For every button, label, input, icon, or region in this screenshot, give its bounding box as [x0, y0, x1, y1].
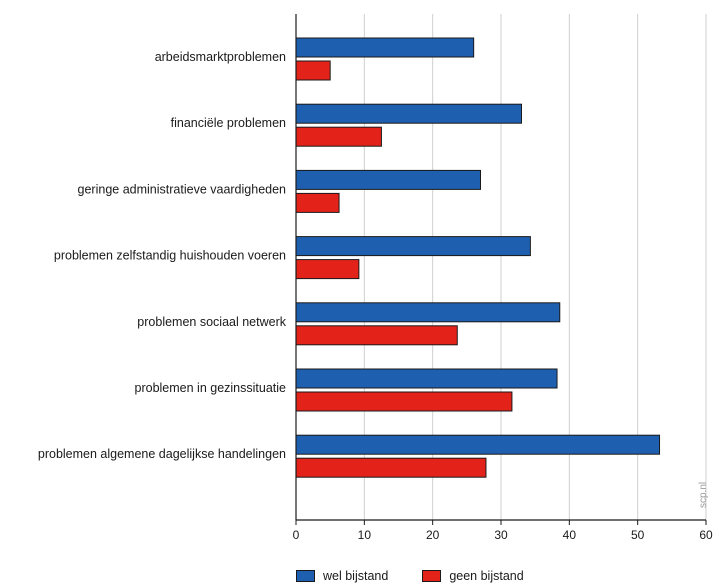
category-label: problemen in gezinssituatie — [135, 381, 287, 395]
bar-geen-bijstand — [295, 192, 340, 213]
bar-wel-bijstand — [295, 368, 558, 389]
category-label: problemen algemene dagelijkse handelinge… — [38, 447, 286, 461]
x-tick-label: 60 — [699, 528, 713, 542]
bar-wel-bijstand — [295, 236, 531, 257]
chart: arbeidsmarktproblemen financiële probleme… — [38, 14, 713, 542]
x-tick-label: 0 — [293, 528, 300, 542]
x-tick-label: 10 — [358, 528, 372, 542]
category-label: problemen zelfstandig huishouden voeren — [54, 249, 286, 263]
bar-wel-bijstand — [295, 302, 561, 323]
legend: wel bijstand geen bijstand — [296, 568, 558, 584]
bar-geen-bijstand — [295, 391, 513, 412]
legend-label: wel bijstand — [323, 569, 389, 583]
watermark: scp.nl — [698, 482, 709, 508]
legend-label: geen bijstand — [449, 569, 524, 583]
bar-geen-bijstand — [295, 259, 360, 280]
legend-item-series-1: wel bijstand — [296, 569, 388, 583]
legend-item-series-2: geen bijstand — [422, 569, 524, 583]
bar-wel-bijstand — [295, 37, 475, 58]
axes — [295, 14, 707, 525]
legend-swatch — [422, 570, 442, 582]
category-label: problemen sociaal netwerk — [137, 315, 286, 329]
bar-geen-bijstand — [295, 126, 382, 147]
grid-lines — [295, 14, 707, 520]
bar-wel-bijstand — [295, 103, 522, 124]
category-label: arbeidsmarktproblemen — [155, 50, 286, 64]
x-tick-label: 50 — [631, 528, 645, 542]
bar-geen-bijstand — [295, 325, 458, 346]
x-tick-label: 40 — [563, 528, 577, 542]
bar-wel-bijstand — [295, 434, 661, 455]
tick-labels: 0 10 20 30 40 50 60 — [293, 528, 713, 542]
x-tick-label: 20 — [426, 528, 440, 542]
category-labels: arbeidsmarktproblemen financiële probleme… — [38, 50, 287, 461]
x-tick-label: 30 — [494, 528, 508, 542]
bar-geen-bijstand — [295, 60, 331, 81]
category-label: financiële problemen — [171, 116, 286, 130]
bars — [295, 37, 661, 478]
bar-geen-bijstand — [295, 457, 487, 478]
legend-swatch — [296, 570, 315, 582]
bar-wel-bijstand — [295, 169, 481, 190]
category-label: geringe administratieve vaardigheden — [78, 182, 287, 196]
